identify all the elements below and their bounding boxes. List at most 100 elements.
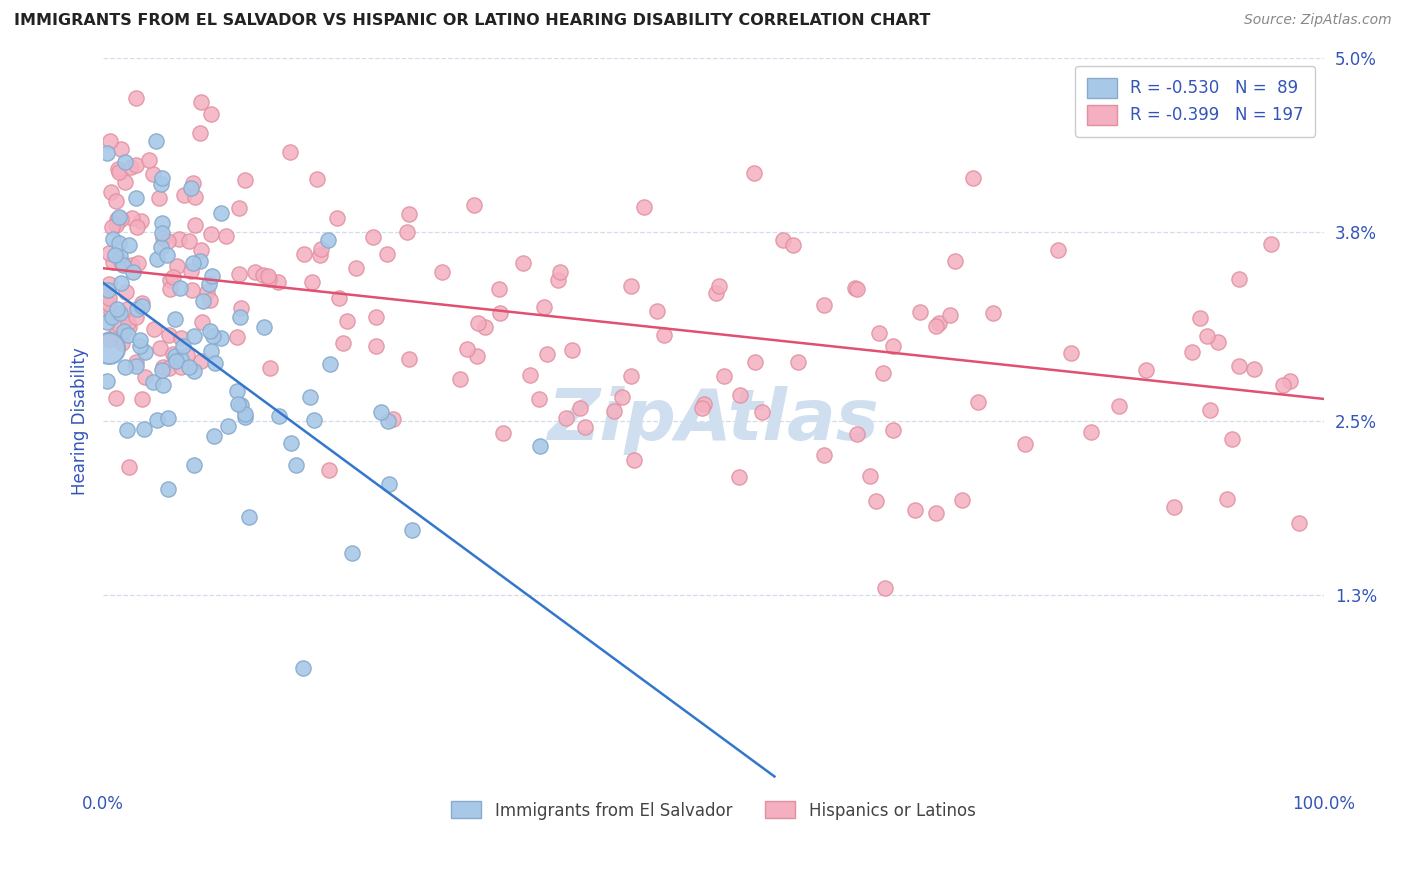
Point	[1108, 399, 1130, 413]
Point	[301, 275, 323, 289]
Point	[1216, 492, 1239, 507]
Point	[108, 165, 131, 179]
Point	[200, 227, 222, 241]
Point	[110, 249, 132, 263]
Point	[98, 291, 121, 305]
Point	[1197, 328, 1219, 343]
Point	[114, 154, 136, 169]
Point	[307, 171, 329, 186]
Point	[97, 283, 120, 297]
Point	[1227, 359, 1250, 373]
Point	[1181, 345, 1204, 359]
Point	[152, 231, 174, 245]
Point	[110, 212, 132, 227]
Point	[165, 354, 187, 368]
Point	[233, 407, 256, 421]
Point	[129, 333, 152, 347]
Point	[568, 401, 591, 416]
Point	[105, 212, 128, 227]
Point	[204, 356, 226, 370]
Point	[217, 419, 239, 434]
Point	[229, 301, 252, 316]
Point	[104, 248, 127, 262]
Point	[96, 374, 118, 388]
Point	[742, 166, 765, 180]
Point	[169, 352, 191, 367]
Point	[108, 211, 131, 225]
Point	[401, 523, 423, 537]
Point	[652, 327, 675, 342]
Point	[125, 219, 148, 234]
Point	[157, 234, 180, 248]
Point	[150, 363, 173, 377]
Point	[98, 8, 121, 22]
Point	[488, 282, 510, 296]
Point	[191, 293, 214, 308]
Point	[142, 375, 165, 389]
Point	[772, 233, 794, 247]
Point	[121, 211, 143, 225]
Point	[1227, 271, 1250, 285]
Point	[1047, 243, 1070, 257]
Point	[100, 310, 122, 325]
Point	[172, 339, 194, 353]
Point	[284, 458, 307, 472]
Point	[875, 581, 897, 595]
Point	[844, 281, 866, 295]
Point	[623, 452, 645, 467]
Point	[98, 246, 121, 260]
Point	[813, 298, 835, 312]
Point	[326, 211, 349, 226]
Point	[787, 355, 810, 369]
Point	[278, 145, 301, 159]
Point	[228, 267, 250, 281]
Point	[489, 306, 512, 320]
Point	[709, 279, 731, 293]
Point	[377, 414, 399, 428]
Point	[100, 305, 122, 319]
Point	[361, 230, 384, 244]
Text: Source: ZipAtlas.com: Source: ZipAtlas.com	[1244, 13, 1392, 28]
Point	[145, 134, 167, 148]
Point	[554, 410, 576, 425]
Point	[238, 509, 260, 524]
Point	[1288, 516, 1310, 530]
Point	[245, 265, 267, 279]
Point	[177, 234, 200, 248]
Point	[150, 227, 173, 241]
Point	[316, 233, 339, 247]
Point	[1135, 362, 1157, 376]
Point	[512, 256, 534, 270]
Point	[620, 368, 643, 383]
Point	[536, 347, 558, 361]
Point	[1243, 362, 1265, 376]
Point	[492, 426, 515, 441]
Point	[872, 366, 894, 380]
Point	[950, 493, 973, 508]
Point	[114, 359, 136, 374]
Point	[177, 359, 200, 374]
Point	[318, 463, 340, 477]
Point	[253, 319, 276, 334]
Point	[129, 214, 152, 228]
Point	[204, 429, 226, 443]
Point	[120, 160, 142, 174]
Point	[184, 190, 207, 204]
Point	[603, 404, 626, 418]
Point	[131, 392, 153, 406]
Point	[183, 363, 205, 377]
Point	[176, 348, 198, 362]
Point	[845, 282, 868, 296]
Point	[190, 95, 212, 109]
Point	[197, 277, 219, 291]
Point	[148, 190, 170, 204]
Point	[157, 482, 180, 496]
Point	[183, 458, 205, 473]
Point	[117, 327, 139, 342]
Point	[1220, 432, 1243, 446]
Point	[181, 283, 204, 297]
Point	[945, 254, 967, 268]
Point	[938, 309, 960, 323]
Point	[332, 336, 354, 351]
Point	[183, 329, 205, 343]
